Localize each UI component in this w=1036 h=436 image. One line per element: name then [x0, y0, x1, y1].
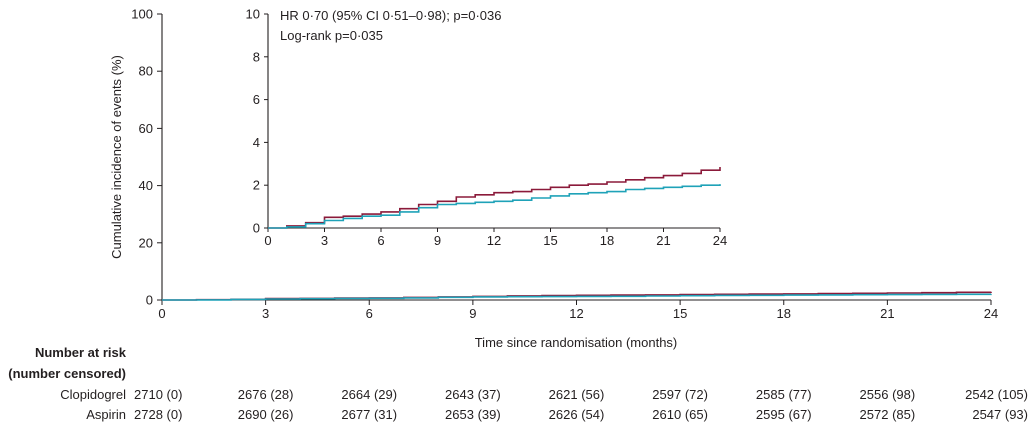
main-x-tick-label: 3: [262, 306, 269, 321]
risk-table-subtitle: (number censored): [8, 366, 126, 381]
inset-annotation-logrank: Log-rank p=0·035: [280, 28, 383, 43]
inset-x-tick-label: 15: [543, 233, 557, 248]
risk-value: 2728 (0): [134, 407, 182, 422]
inset-y-tick-label: 4: [253, 135, 260, 150]
main-x-tick-label: 21: [880, 306, 894, 321]
risk-values: 2710 (0) 2676 (28) 2664 (29) 2643 (37) 2621 …: [134, 387, 1028, 422]
risk-value: 2621 (56): [549, 387, 605, 402]
inset-axes: [267, 14, 720, 229]
inset-y-tick-label: 10: [246, 7, 260, 22]
risk-value: 2690 (26): [238, 407, 294, 422]
risk-value: 2653 (39): [445, 407, 501, 422]
main-x-tick-label: 6: [366, 306, 373, 321]
main-y-tick-label: 20: [139, 235, 153, 250]
main-y-tick-label: 80: [139, 64, 153, 79]
risk-value: 2542 (105): [965, 387, 1028, 402]
inset-series-1-line: [268, 184, 721, 229]
risk-table: Number at risk (number censored) Clopido…: [8, 345, 1028, 422]
inset-x-tick-label: 24: [713, 233, 727, 248]
risk-value: 2595 (67): [756, 407, 812, 422]
inset-y-tick-label: 8: [253, 49, 260, 64]
risk-value: 2585 (77): [756, 387, 812, 402]
inset-y-tick-label: 2: [253, 178, 260, 193]
risk-value: 2676 (28): [238, 387, 294, 402]
inset-annotation-hr: HR 0·70 (95% CI 0·51–0·98); p=0·036: [280, 8, 501, 23]
main-y-tick-label: 60: [139, 121, 153, 136]
risk-value: 2677 (31): [341, 407, 397, 422]
risk-value: 2597 (72): [652, 387, 708, 402]
main-y-axis-label: Cumulative incidence of events (%): [109, 55, 124, 259]
inset-y-tick-label: 0: [253, 221, 260, 236]
main-x-tick-label: 0: [158, 306, 165, 321]
risk-value: 2626 (54): [549, 407, 605, 422]
main-x-tick-label: 18: [777, 306, 791, 321]
main-x-tick-label: 12: [569, 306, 583, 321]
inset-series: [268, 167, 721, 229]
risk-value: 2710 (0): [134, 387, 182, 402]
main-axes: [161, 14, 991, 301]
inset-x-tick-label: 6: [377, 233, 384, 248]
risk-value: 2556 (98): [860, 387, 916, 402]
main-series-1-line: [162, 293, 992, 301]
inset-y-tick-label: 6: [253, 92, 260, 107]
inset-x-tick-label: 0: [264, 233, 271, 248]
risk-value: 2547 (93): [972, 407, 1028, 422]
risk-value: 2643 (37): [445, 387, 501, 402]
risk-row-label-clopidogrel: Clopidogrel: [60, 387, 126, 402]
main-series: [162, 291, 992, 301]
main-x-axis-label: Time since randomisation (months): [475, 335, 678, 350]
inset-x-tick-label: 3: [321, 233, 328, 248]
main-x-tick-label: 9: [469, 306, 476, 321]
risk-table-title: Number at risk: [35, 345, 127, 360]
risk-value: 2664 (29): [341, 387, 397, 402]
risk-row-label-aspirin: Aspirin: [86, 407, 126, 422]
main-x-tick-label: 24: [984, 306, 998, 321]
main-y-tick-label: 100: [131, 7, 153, 22]
risk-value: 2572 (85): [860, 407, 916, 422]
risk-value: 2610 (65): [652, 407, 708, 422]
main-y-tick-label: 0: [146, 293, 153, 308]
inset-series-0-line: [268, 167, 721, 229]
inset-x-tick-label: 9: [434, 233, 441, 248]
inset-x-tick-label: 21: [656, 233, 670, 248]
inset-x-tick-label: 12: [487, 233, 501, 248]
inset-x-tick-label: 18: [600, 233, 614, 248]
main-x-tick-label: 15: [673, 306, 687, 321]
main-y-tick-label: 40: [139, 178, 153, 193]
